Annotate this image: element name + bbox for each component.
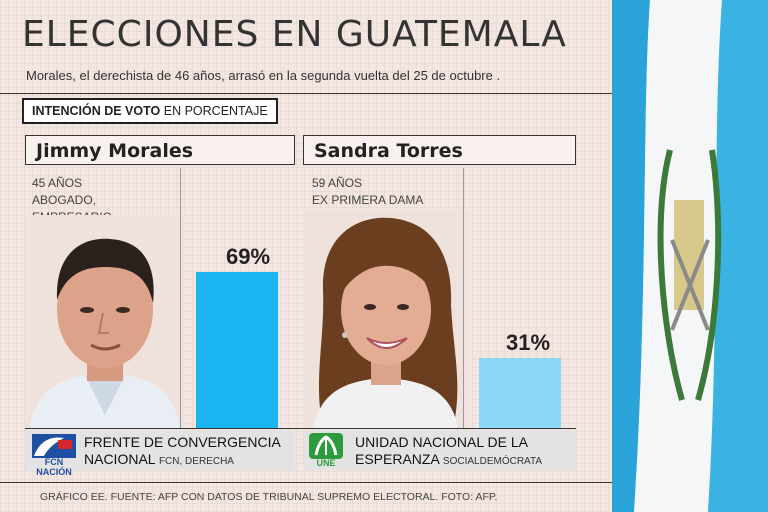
info-line: EX PRIMERA DAMA xyxy=(312,193,424,207)
candidate-name-torres: Sandra Torres xyxy=(303,135,576,165)
party-line-2: ESPERANZA xyxy=(355,451,440,467)
plot-area-morales: 69% xyxy=(180,168,296,428)
party-strip-une xyxy=(303,430,576,470)
source-footer: GRÁFICO EE. FUENTE: AFP CON DATOS DE TRI… xyxy=(40,491,498,503)
party-line-1: FRENTE DE CONVERGENCIA xyxy=(84,434,281,450)
info-line: ABOGADO, xyxy=(32,193,97,207)
party-line-1: UNIDAD NACIONAL DE LA xyxy=(355,434,528,450)
fcn-logo-text: FCN NACIÓN xyxy=(36,457,72,477)
une-logo-text: UNE xyxy=(316,458,336,468)
party-line-2: NACIONAL xyxy=(84,451,156,467)
candidate-name-morales: Jimmy Morales xyxy=(25,135,295,165)
party-une: UNIDAD NACIONAL DE LA ESPERANZA SOCIALDE… xyxy=(355,434,542,470)
party-fcn: FRENTE DE CONVERGENCIA NACIONAL FCN, DER… xyxy=(84,434,281,470)
chart-legend: INTENCIÓN DE VOTO EN PORCENTAJE xyxy=(22,98,278,124)
info-line: 59 AÑOS xyxy=(312,176,363,190)
info-line: 45 AÑOS xyxy=(32,176,83,190)
data-label-torres: 31% xyxy=(506,330,551,355)
fcn-logo-icon: FCN NACIÓN xyxy=(30,432,78,477)
candidate-info-torres: 59 AÑOS EX PRIMERA DAMA xyxy=(312,175,423,209)
legend-rest: EN PORCENTAJE xyxy=(160,104,268,118)
baseline xyxy=(25,428,576,429)
photo-torres xyxy=(303,210,468,428)
guatemala-flag-image xyxy=(612,0,768,512)
bar-torres xyxy=(479,358,561,428)
page-subtitle: Morales, el derechista de 46 años, arras… xyxy=(26,68,501,83)
divider-bottom xyxy=(0,482,612,483)
plot-area-torres: 31% xyxy=(463,168,577,428)
party-ideology: FCN, DERECHA xyxy=(158,456,234,467)
page-title: ELECCIONES EN GUATEMALA xyxy=(22,14,567,55)
photo-morales xyxy=(25,215,185,428)
divider-top xyxy=(0,93,612,94)
party-ideology: SOCIALDEMÓCRATA xyxy=(442,456,543,467)
une-logo-icon: UNE xyxy=(306,431,346,471)
bar-morales xyxy=(196,272,278,428)
legend-bold: INTENCIÓN DE VOTO xyxy=(32,104,161,118)
data-label-morales: 69% xyxy=(226,244,271,269)
